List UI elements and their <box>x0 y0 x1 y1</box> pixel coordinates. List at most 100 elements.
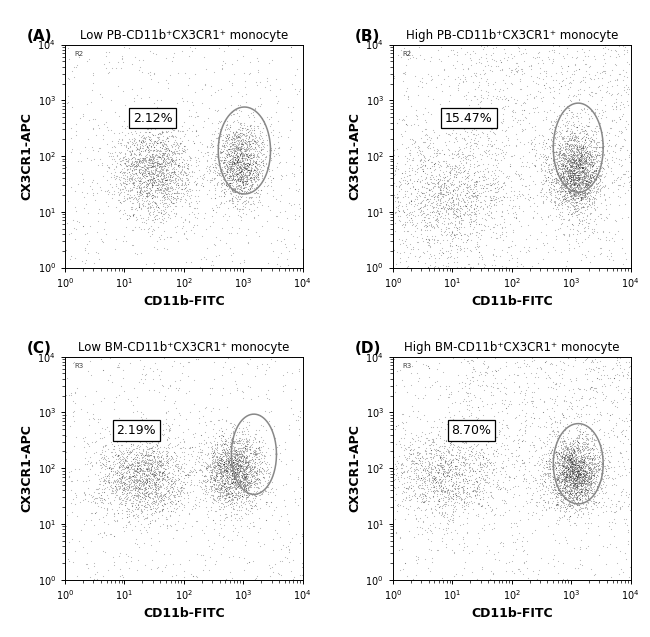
Point <box>422 141 432 152</box>
Point <box>472 440 482 450</box>
Point <box>438 74 448 84</box>
Point <box>135 465 145 475</box>
Point <box>403 484 413 494</box>
Point <box>233 463 243 473</box>
Point <box>233 435 244 445</box>
Point <box>224 178 235 188</box>
Point <box>582 429 593 440</box>
Point <box>280 552 291 562</box>
Point <box>580 169 591 180</box>
Point <box>590 150 600 160</box>
Point <box>558 177 569 187</box>
Point <box>571 155 581 165</box>
Point <box>159 168 169 178</box>
Point <box>133 195 143 205</box>
Point <box>526 356 537 366</box>
Point <box>209 471 220 482</box>
Point <box>619 392 630 403</box>
Point <box>556 450 567 460</box>
Point <box>413 473 424 483</box>
Point <box>496 483 506 494</box>
Point <box>214 132 224 143</box>
Point <box>576 124 586 134</box>
Point <box>530 431 540 441</box>
Point <box>421 448 432 459</box>
Point <box>458 488 468 498</box>
Point <box>595 186 605 196</box>
Point <box>274 454 285 464</box>
Point <box>578 159 589 169</box>
Point <box>219 168 229 178</box>
Point <box>416 473 426 483</box>
Point <box>562 169 573 180</box>
Point <box>486 169 496 180</box>
Point <box>447 443 457 454</box>
Point <box>576 486 586 496</box>
Point <box>443 258 453 268</box>
Point <box>177 499 187 509</box>
Point <box>565 487 575 497</box>
Point <box>127 459 138 469</box>
Point <box>266 127 276 137</box>
Point <box>577 150 587 160</box>
Point <box>227 460 237 470</box>
Point <box>222 144 233 154</box>
Point <box>567 464 577 474</box>
Point <box>227 132 237 142</box>
Point <box>432 148 443 158</box>
Point <box>446 459 456 469</box>
Point <box>578 173 589 183</box>
Point <box>548 554 558 564</box>
Point <box>146 136 156 146</box>
Point <box>596 448 606 459</box>
Point <box>238 436 248 446</box>
Point <box>576 470 586 480</box>
Point <box>470 491 480 501</box>
Point <box>433 156 443 166</box>
Point <box>564 140 574 150</box>
Point <box>543 134 553 144</box>
Point <box>559 465 569 475</box>
Point <box>439 178 449 189</box>
Point <box>255 478 265 488</box>
Point <box>432 211 442 221</box>
Point <box>487 260 497 270</box>
Point <box>580 156 590 166</box>
Point <box>588 173 598 183</box>
Point <box>256 432 266 442</box>
Point <box>237 153 247 163</box>
Point <box>156 152 166 162</box>
Point <box>419 215 429 225</box>
Point <box>443 182 453 192</box>
Point <box>422 563 433 573</box>
Point <box>566 180 577 190</box>
Point <box>172 68 183 78</box>
Point <box>164 426 174 436</box>
Point <box>564 171 574 181</box>
Point <box>551 458 561 468</box>
Point <box>237 185 247 195</box>
Point <box>152 113 162 124</box>
Point <box>210 455 220 465</box>
Point <box>183 173 193 183</box>
Point <box>242 149 252 159</box>
Point <box>567 453 577 463</box>
Point <box>432 222 443 232</box>
Point <box>276 512 286 522</box>
Point <box>562 462 573 472</box>
Point <box>227 171 238 181</box>
Point <box>593 463 604 473</box>
Point <box>452 189 462 199</box>
Point <box>580 158 590 168</box>
Point <box>454 78 465 89</box>
Point <box>101 461 111 471</box>
Point <box>560 161 571 171</box>
Point <box>145 450 155 461</box>
Point <box>614 503 625 513</box>
Point <box>432 237 443 247</box>
Point <box>404 463 415 473</box>
Point <box>241 436 252 447</box>
Point <box>625 399 635 409</box>
Point <box>107 447 117 457</box>
Point <box>578 454 589 464</box>
